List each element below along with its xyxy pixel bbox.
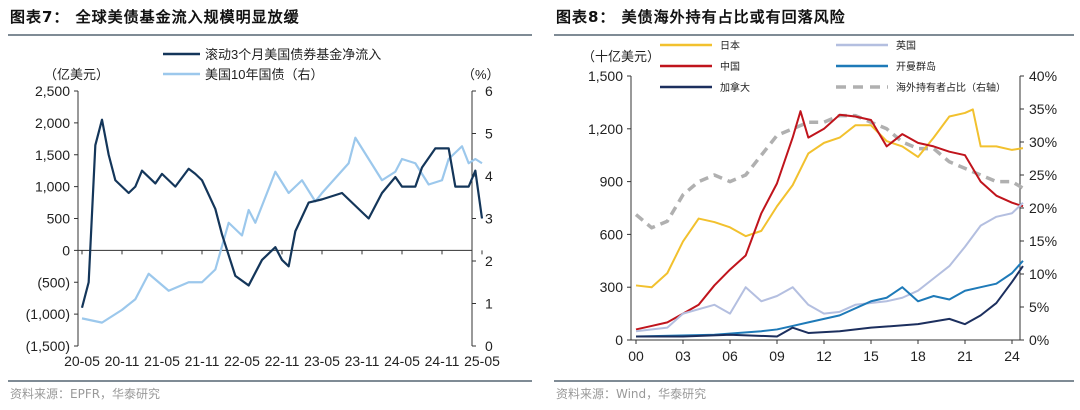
x-tick-label: 24 [1004,348,1020,364]
right-tick-label: 30% [1029,134,1057,150]
left-axis-unit: （十亿美元） [582,49,660,64]
chart8-title: 图表8： 美债海外持有占比或有回落风险 [556,8,846,26]
x-tick-label: 18 [910,348,926,364]
series-line-3 [635,260,1024,338]
right-tick-label: 5% [1029,299,1049,315]
series-line-net-inflow [80,118,484,309]
left-tick-label: 1,500 [588,68,623,84]
left-tick-label: (1,500) [26,338,70,354]
left-tick-label: 2,500 [35,83,70,99]
x-tick-label: 21 [957,348,973,364]
right-tick-label: 20% [1029,200,1057,216]
right-tick-label: 4 [485,168,493,184]
x-tick-label: 03 [675,348,691,364]
chart7-inflow-vs-yield: (1,500) (1,000) (500) 0 500 1,000 1,500 2,000 2,… [26,47,500,369]
chart8-source-rule [554,380,1074,382]
left-tick-label: 1,000 [35,179,70,195]
right-tick-label: 15% [1029,233,1057,249]
x-tick-label: 23-11 [345,353,380,369]
series-line-us10y-yield [81,136,483,324]
right-tick-label: 6 [485,83,493,99]
x-tick-label: 23-05 [304,353,340,369]
left-tick-label: 1,200 [588,121,623,137]
x-tick-label: 24-11 [425,353,460,369]
legend-label: 开曼群岛 [896,60,936,73]
series-line-0 [635,108,1024,289]
right-tick-label: 25% [1029,167,1057,183]
left-tick-label: 900 [600,174,624,190]
x-tick-label: 21-05 [144,353,180,369]
x-tick-label: 22-11 [265,353,300,369]
legend-label: 英国 [896,39,916,52]
left-axis-unit: （亿美元） [44,67,109,82]
series-line-5 [634,113,1024,230]
right-tick-label: 2 [485,253,493,269]
x-tick-label: 20-11 [105,353,140,369]
left-tick-label: (500) [37,274,70,290]
left-tick-label: 2,000 [35,115,70,131]
x-tick-label: 15 [863,348,879,364]
x-tick-label: 22-05 [224,353,260,369]
left-tick-label: 600 [600,226,624,242]
chart7-title-rule [8,34,532,36]
left-tick-label: 0 [615,332,623,348]
right-tick-label: 40% [1029,68,1057,84]
right-tick-label: 3 [485,211,493,227]
chart7-source-rule [8,380,532,382]
legend-label: 日本 [720,39,740,52]
chart7-title: 图表7： 全球美债基金流入规模明显放缓 [10,8,300,26]
chart8-source: 资料来源：Wind，华泰研究 [556,387,707,401]
right-tick-label: 5 [485,126,493,142]
x-tick-label: 00 [628,348,644,364]
left-tick-label: 1,500 [35,147,70,163]
x-tick-label: 20-05 [64,353,100,369]
series-line-1 [635,201,1024,333]
x-tick-label: 06 [722,348,738,364]
x-tick-label: 09 [769,348,785,364]
legend-label: 滚动3个月美国债券基金净流入 [205,47,381,62]
legend-label: 中国 [720,60,740,73]
right-tick-label: 0 [485,338,493,354]
right-axis-unit: （%） [462,67,500,82]
legend-label: 加拿大 [720,81,750,94]
left-tick-label: 500 [47,211,71,227]
right-tick-label: 35% [1029,101,1057,117]
right-tick-label: 10% [1029,266,1057,282]
series-line-4 [636,265,1024,338]
left-tick-label: 0 [62,242,70,258]
right-tick-label: 0% [1029,332,1049,348]
x-tick-label: 21-11 [185,353,220,369]
x-tick-label: 12 [816,348,832,364]
series-line-2 [635,110,1024,331]
x-tick-label: 25-05 [464,353,500,369]
right-tick-label: 1 [485,296,493,312]
legend-label: 海外持有者占比（右轴） [896,81,1006,94]
chart7-source: 资料来源：EPFR，华泰研究 [10,387,161,401]
x-tick-label: 24-05 [384,353,420,369]
chart8-title-rule [554,34,1074,36]
left-tick-label: (1,000) [26,306,70,322]
legend-label: 美国10年国债（右） [205,67,323,82]
left-tick-label: 300 [600,279,624,295]
